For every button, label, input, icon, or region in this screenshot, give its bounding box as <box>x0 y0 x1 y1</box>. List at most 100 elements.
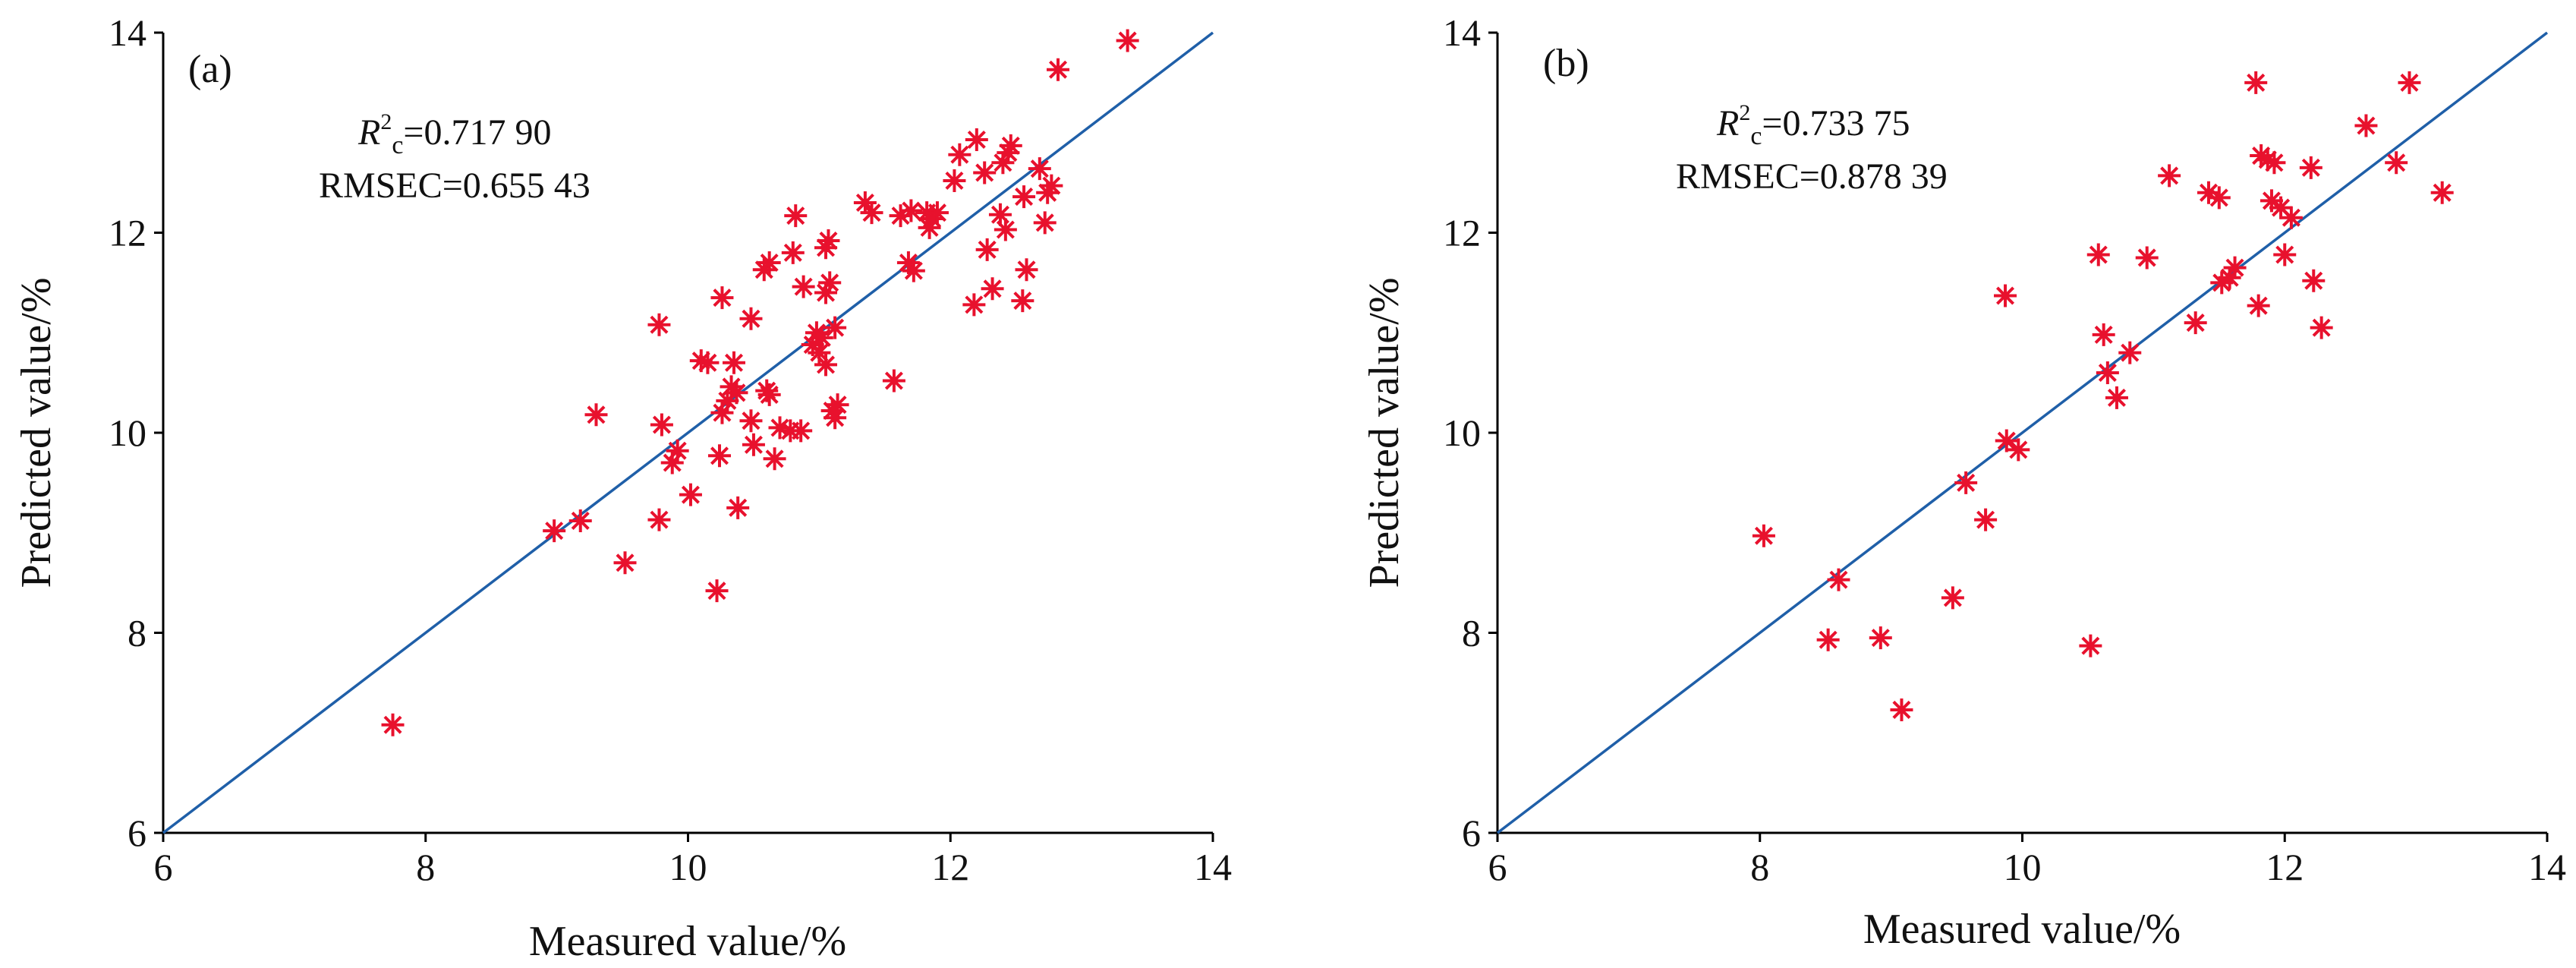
data-point <box>2158 164 2181 188</box>
data-point <box>707 444 731 468</box>
data-point <box>2086 243 2110 266</box>
data-point <box>381 713 405 736</box>
data-point <box>2210 271 2234 295</box>
data-point <box>824 406 847 430</box>
data-point <box>1116 29 1139 52</box>
data-point <box>1974 508 1998 531</box>
data-point <box>818 271 842 295</box>
scatter-panel-b: 6 8 10 12 14 6 8 10 12 14 (b) R2c=0.733 75 RMSEC=… <box>1361 11 2566 953</box>
x-tick-label: 8 <box>416 846 435 888</box>
data-point <box>2197 181 2220 204</box>
data-point <box>2184 311 2207 335</box>
data-point <box>2118 341 2142 364</box>
data-point <box>568 509 592 532</box>
data-point <box>973 161 997 184</box>
data-point <box>705 579 729 603</box>
data-point <box>1036 181 1060 204</box>
data-point <box>2430 181 2454 204</box>
data-point <box>962 293 986 317</box>
data-point <box>2244 71 2268 94</box>
data-point <box>2385 151 2408 175</box>
data-point <box>918 216 941 239</box>
data-point <box>988 203 1012 226</box>
data-point <box>2310 316 2333 339</box>
data-point <box>2092 323 2115 346</box>
data-point <box>943 169 966 192</box>
data-point <box>792 275 815 298</box>
data-point <box>768 416 792 440</box>
data-point <box>981 277 1004 301</box>
data-point <box>1995 429 2018 452</box>
r2-annotation: R2c=0.733 75 <box>1716 100 1910 150</box>
rmsec-annotation: RMSEC=0.878 39 <box>1676 156 1948 197</box>
y-tick-label: 8 <box>1462 612 1481 654</box>
x-tick-label: 10 <box>2004 846 2042 888</box>
y-tick-label: 14 <box>109 11 146 54</box>
data-point <box>2269 196 2293 219</box>
y-tick-label: 12 <box>109 212 146 254</box>
data-point <box>742 433 765 456</box>
x-axis-title: Measured value/% <box>529 918 846 965</box>
data-point <box>757 251 781 275</box>
data-point <box>965 128 988 151</box>
axis-ticks: 6 8 10 12 14 6 8 10 12 14 <box>109 11 1232 888</box>
data-point <box>853 191 877 214</box>
data-point <box>789 419 813 443</box>
data-point <box>647 508 671 531</box>
data-point <box>889 204 912 228</box>
scatter-panel-a: 6 8 10 12 14 6 8 10 12 14 (a) R2c=0.717 90 RMSEC=… <box>13 11 1232 965</box>
data-point <box>896 251 920 275</box>
data-point <box>1015 258 1038 282</box>
data-point <box>2299 156 2322 179</box>
data-point <box>739 409 763 433</box>
y-tick-label: 10 <box>109 411 146 454</box>
y-tick-label: 8 <box>128 612 146 654</box>
data-point <box>975 238 999 261</box>
data-point <box>2250 144 2273 168</box>
rmsec-annotation: RMSEC=0.655 43 <box>319 166 590 206</box>
data-point <box>689 349 713 373</box>
data-point <box>948 143 972 166</box>
data-point <box>725 381 748 405</box>
data-point <box>994 218 1017 241</box>
x-tick-label: 8 <box>1750 846 1769 888</box>
panel-label: (b) <box>1543 42 1589 85</box>
x-tick-label: 14 <box>2528 846 2566 888</box>
data-point <box>2007 438 2030 462</box>
x-tick-label: 6 <box>154 846 173 888</box>
data-point <box>2273 243 2297 266</box>
x-tick-label: 10 <box>669 846 707 888</box>
data-point <box>808 341 831 364</box>
data-point <box>660 451 684 475</box>
data-point <box>2256 148 2279 172</box>
data-point <box>2302 269 2326 292</box>
data-point <box>726 496 750 519</box>
data-point <box>543 519 566 543</box>
data-point <box>679 483 702 506</box>
data-point <box>991 151 1015 175</box>
data-point <box>810 326 833 349</box>
data-point <box>739 307 763 330</box>
data-point <box>826 393 849 417</box>
data-point <box>1028 157 1051 181</box>
identity-line <box>162 31 1214 834</box>
data-point <box>723 351 746 374</box>
data-point <box>1869 626 1892 650</box>
data-point <box>997 141 1020 165</box>
data-points <box>381 29 1139 736</box>
data-point <box>925 201 949 225</box>
y-tick-label: 14 <box>1443 11 1481 54</box>
data-point <box>2263 151 2286 175</box>
data-point <box>710 401 734 424</box>
y-tick-label: 6 <box>1462 812 1481 854</box>
data-point <box>902 259 925 282</box>
data-point <box>2398 71 2421 94</box>
data-point <box>613 551 637 575</box>
data-point <box>860 201 883 225</box>
data-point <box>1954 471 1978 494</box>
data-point <box>1011 289 1034 313</box>
data-point <box>2079 634 2102 657</box>
data-point <box>2096 361 2119 384</box>
data-point <box>2279 206 2303 229</box>
